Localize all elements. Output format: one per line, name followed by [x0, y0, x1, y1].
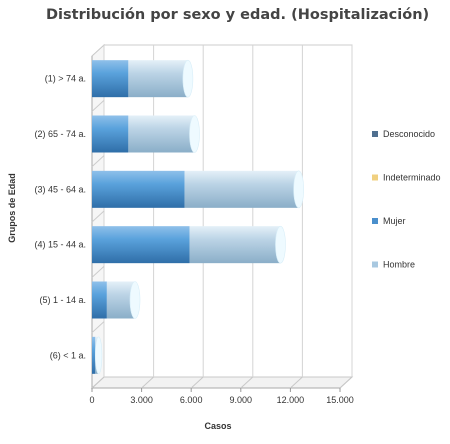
- gridline-floor: [290, 376, 303, 389]
- bar-mujer-5: [92, 281, 107, 319]
- legend-item-indeterminado: Indeterminado: [383, 173, 441, 183]
- bars: [92, 59, 304, 375]
- gridline-floor: [91, 376, 105, 389]
- x-tick-label: 9.000: [230, 395, 253, 405]
- legend-swatch-desconocido: [372, 131, 378, 137]
- y-tick-label: (2) 65 - 74 a.: [34, 129, 86, 139]
- chart-title: Distribución por sexo y edad. (Hospitali…: [46, 7, 429, 23]
- x-tick-label: 0: [89, 395, 94, 405]
- y-tick-label: (6) < 1 a.: [50, 350, 86, 360]
- bar-mujer-4: [92, 226, 190, 264]
- legend-swatch-mujer: [372, 218, 378, 224]
- legend-item-desconocido: Desconocido: [383, 129, 435, 139]
- bar-mujer-3: [92, 170, 185, 208]
- legend-swatch-hombre: [372, 261, 378, 268]
- legend-item-hombre: Hombre: [383, 260, 415, 270]
- category-separator: [91, 99, 105, 112]
- category-separator: [91, 265, 105, 278]
- y-tick-label: (4) 15 - 44 a.: [34, 240, 86, 250]
- gridline-floor: [190, 376, 204, 389]
- bar-hombre-3: [184, 170, 299, 208]
- gridline-floor: [339, 376, 353, 389]
- gridline-floor: [240, 376, 254, 389]
- x-tick-label: 3.000: [130, 395, 153, 405]
- legend-swatch-indeterminado: [372, 174, 378, 181]
- y-tick-label: (5) 1 - 14 a.: [39, 295, 86, 305]
- y-tick-label: (1) > 74 a.: [45, 74, 86, 84]
- category-separator: [91, 155, 105, 168]
- category-separator: [91, 321, 105, 334]
- bar-hombre-2: [128, 115, 195, 153]
- bar-end-cap-6: [95, 336, 103, 375]
- x-tick-label: 15.000: [326, 395, 354, 405]
- gridlines: [91, 45, 353, 392]
- bar-mujer-6: [92, 336, 96, 374]
- bar-end-cap-5: [129, 281, 141, 319]
- x-axis-tick-labels: 0 3.000 6.000 9.000 12.000 15.000: [89, 395, 353, 405]
- bar-end-cap-2: [189, 115, 200, 153]
- gridline-floor: [141, 376, 154, 389]
- bar-end-cap-3: [293, 170, 304, 209]
- bar-end-cap-4: [275, 225, 286, 264]
- y-axis-tick-labels: (1) > 74 a. (2) 65 - 74 a. (3) 45 - 64 a. (…: [34, 74, 86, 361]
- x-tick-label: 6.000: [180, 395, 203, 405]
- bar-hombre-4: [189, 226, 281, 264]
- bar-mujer-1: [92, 60, 129, 98]
- category-separator: [91, 210, 105, 223]
- legend: Desconocido Indeterminado Mujer Hombre: [372, 129, 441, 270]
- x-axis-title: Casos: [204, 421, 231, 431]
- y-tick-label: (3) 45 - 64 a.: [34, 184, 86, 194]
- plot-floor: [90, 376, 354, 389]
- x-tick-label: 12.000: [277, 395, 305, 405]
- bar-end-cap-1: [182, 59, 194, 98]
- legend-item-mujer: Mujer: [383, 216, 406, 226]
- y-axis-title: Grupos de Edad: [7, 173, 17, 243]
- bar-mujer-2: [92, 115, 129, 153]
- bar-hombre-1: [128, 60, 188, 98]
